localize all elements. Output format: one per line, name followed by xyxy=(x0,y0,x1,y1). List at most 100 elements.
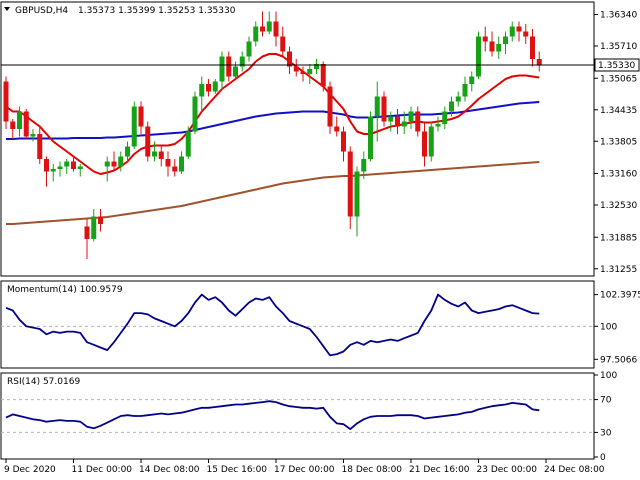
candle xyxy=(503,31,508,54)
time-tick-label-1: 11 Dec 00:00 xyxy=(72,465,133,475)
candle-body xyxy=(131,106,137,147)
candle xyxy=(77,164,83,177)
price-tick-label-3: 1.34435 xyxy=(600,106,637,116)
rsi-tick-label-1: 70 xyxy=(600,396,612,406)
candle-body xyxy=(199,84,205,97)
candle-body xyxy=(57,166,63,169)
candle xyxy=(462,76,468,102)
candle-body xyxy=(30,134,36,137)
candle-body xyxy=(415,111,421,132)
candle xyxy=(408,106,414,129)
candle-body xyxy=(226,56,232,77)
main-price-panel[interactable]: 1.36340 1.35710 1.35065 1.34435 1.33805 1.331… xyxy=(0,1,640,277)
candle-body xyxy=(287,51,292,67)
candle xyxy=(226,51,232,82)
candle xyxy=(395,109,400,134)
candle-body xyxy=(273,21,279,37)
candle-body xyxy=(84,226,90,239)
candle-body xyxy=(266,21,272,32)
candle xyxy=(199,76,205,112)
candle xyxy=(57,161,63,177)
price-tick-label-7: 1.31885 xyxy=(600,233,637,243)
candle-body xyxy=(118,156,124,167)
candle xyxy=(347,146,353,229)
rsi-panel[interactable]: 100 70 30 0 RSI(14) 57.0169 xyxy=(0,371,617,463)
candle xyxy=(17,106,22,137)
candle-body xyxy=(165,159,171,167)
candle xyxy=(131,101,137,149)
candle-body xyxy=(442,111,448,124)
candle-body xyxy=(206,84,211,92)
candle xyxy=(442,106,448,129)
candle xyxy=(293,59,299,77)
candle-body xyxy=(395,116,400,127)
candle xyxy=(361,151,367,179)
candle xyxy=(239,51,245,72)
candle xyxy=(104,156,110,182)
candle xyxy=(287,46,292,74)
candle xyxy=(64,159,70,174)
candle-body xyxy=(152,151,157,157)
candle xyxy=(71,156,76,172)
momentum-series xyxy=(1,293,594,357)
candle-body xyxy=(536,59,542,65)
candle-body xyxy=(145,126,151,157)
candle-body xyxy=(172,166,178,172)
collapse-triangle-icon[interactable] xyxy=(4,7,10,11)
candle-body xyxy=(280,36,286,52)
candle-body xyxy=(516,26,522,32)
candle-body xyxy=(530,36,535,59)
candle-body xyxy=(253,26,259,42)
candle xyxy=(381,91,387,127)
candle xyxy=(192,91,198,134)
candle xyxy=(10,119,16,139)
candle xyxy=(401,111,407,134)
candle xyxy=(30,129,36,142)
candle xyxy=(212,79,218,94)
candle xyxy=(374,81,380,142)
candle-body xyxy=(17,111,22,129)
time-tick-label-4: 17 Dec 00:00 xyxy=(274,465,335,475)
candle xyxy=(206,79,211,97)
ema-mid-line xyxy=(6,101,540,140)
candle xyxy=(165,151,171,177)
candle xyxy=(172,159,178,177)
candle-body xyxy=(381,96,387,122)
candle-body xyxy=(401,121,407,127)
candle xyxy=(422,121,427,167)
candle-body xyxy=(3,81,9,122)
candle xyxy=(50,164,56,182)
candle xyxy=(185,126,191,159)
candle-body xyxy=(354,171,360,217)
candle xyxy=(179,151,184,174)
ema-fast-line xyxy=(5,53,540,175)
time-tick-label-6: 21 Dec 16:00 xyxy=(409,465,470,475)
momentum-tick-label-2: 97.5066 xyxy=(600,355,637,365)
momentum-panel[interactable]: 102.3975 100 97.5066 Momentum(14) 100.9579 xyxy=(0,280,640,369)
candle xyxy=(516,21,522,42)
candle-body xyxy=(435,124,441,127)
current-price-label: 1.35330 xyxy=(598,61,635,71)
candle xyxy=(91,209,97,242)
candle xyxy=(455,91,461,107)
candle xyxy=(253,21,259,47)
candle-body xyxy=(71,161,76,169)
momentum-title: Momentum(14) 100.9579 xyxy=(7,285,123,295)
candle xyxy=(496,36,502,59)
rsi-title: RSI(14) 57.0169 xyxy=(7,377,80,387)
candle xyxy=(327,81,333,134)
candle xyxy=(530,29,535,67)
time-axis: 9 Dec 2020 11 Dec 00:00 14 Dec 08:00 15 Dec… xyxy=(4,459,605,475)
candle-body xyxy=(37,134,43,159)
candle xyxy=(246,36,252,62)
candlestick-series xyxy=(3,11,542,259)
candle xyxy=(266,11,272,34)
current-price-box xyxy=(594,58,640,72)
candle-body xyxy=(219,56,225,82)
candle-body xyxy=(503,36,508,44)
candle xyxy=(536,51,542,72)
chart-header-symbol: GBPUSD,H4 xyxy=(15,6,68,16)
candle xyxy=(23,109,29,139)
candle-body xyxy=(422,131,427,157)
